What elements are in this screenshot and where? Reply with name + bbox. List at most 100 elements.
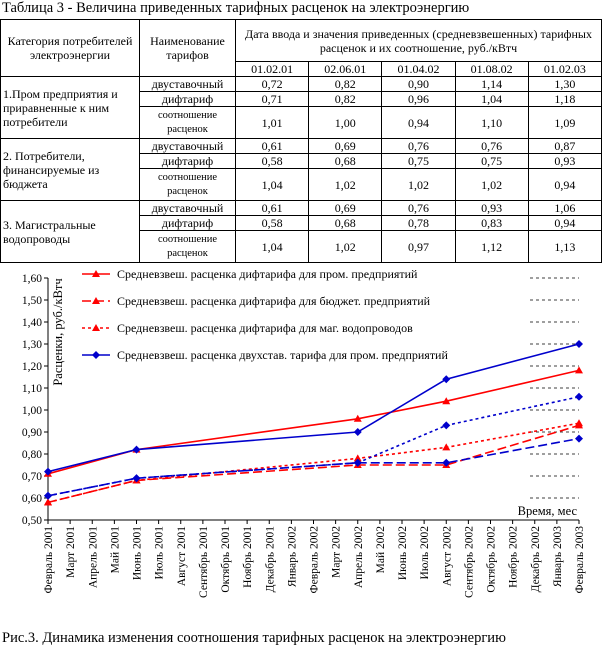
date-header: 02.06.01: [308, 61, 383, 77]
value-cell: 1,18: [527, 91, 603, 107]
x-tick-label: Сентябрь 2001: [198, 526, 210, 598]
series-line: [47, 343, 580, 473]
x-tick-label: Ноябрь 2001: [242, 526, 254, 588]
value-cell: 1,02: [308, 168, 383, 201]
value-cell: 0,61: [234, 138, 310, 154]
tariff-label: дифтариф: [139, 91, 236, 107]
x-tick-label: Февраль 2001: [43, 526, 55, 594]
value-cell: 1,30: [527, 76, 603, 92]
header-category: Категория потребителей электроэнергии: [0, 19, 140, 77]
x-tick-label: Май 2002: [375, 526, 387, 574]
data-point-marker: [44, 491, 52, 500]
tariff-label: двуставочный: [139, 138, 236, 154]
legend-label: Средневзвеш. расценка дифтарифа для пром…: [117, 267, 418, 281]
y-tick-label: 1,20: [22, 361, 42, 373]
data-point-marker: [353, 414, 362, 422]
data-point-marker: [575, 434, 583, 443]
value-cell: 0,82: [308, 91, 383, 107]
x-tick-label: Август 2002: [441, 526, 453, 586]
data-point-marker: [442, 458, 451, 467]
data-point-marker: [132, 445, 141, 454]
legend-label: Средневзвеш. расценка дифтарифа для бюдж…: [117, 294, 431, 308]
x-tick-label: Декабрь 2002: [530, 526, 542, 593]
data-point-marker: [353, 458, 362, 467]
x-tick-label: Июль 2001: [154, 526, 166, 580]
x-tick-label: Декабрь 2001: [264, 526, 276, 593]
x-tick-label: Апрель 2001: [87, 526, 99, 588]
tariff-label: соотношение расценок: [139, 106, 236, 139]
data-point-marker: [92, 351, 100, 359]
value-cell: 0,72: [234, 76, 310, 92]
figure-caption: Рис.3. Динамика изменения соотношения та…: [2, 630, 506, 646]
value-cell: 1,06: [527, 200, 603, 216]
tariff-label: двуставочный: [139, 200, 236, 216]
x-tick-label: Октябрь 2001: [220, 526, 232, 593]
value-cell: 1,02: [381, 168, 456, 201]
data-point-marker: [44, 498, 52, 506]
x-tick-label: Апрель 2002: [353, 526, 365, 588]
value-cell: 0,69: [308, 200, 383, 216]
y-tick-label: 0,80: [22, 449, 42, 461]
x-tick-label: Январь 2002: [286, 526, 298, 587]
y-axis-title: Расценки, руб./кВтч: [51, 278, 65, 385]
value-cell: 0,71: [234, 91, 310, 107]
value-cell: 1,14: [454, 76, 529, 92]
value-cell: 0,75: [454, 153, 529, 169]
value-cell: 1,10: [454, 106, 529, 139]
value-cell: 0,68: [308, 153, 383, 169]
data-point-marker: [575, 366, 583, 374]
data-point-marker: [92, 270, 100, 277]
data-point-marker: [442, 421, 451, 430]
value-cell: 0,97: [381, 230, 456, 263]
x-axis-title: Время, мес: [518, 504, 578, 518]
series-line: [47, 437, 580, 497]
category-cell: 3. Магистральные водопроводы: [0, 200, 140, 263]
data-point-marker: [575, 419, 583, 427]
date-header: 01.02.01: [234, 61, 310, 77]
table-title: Таблица 3 - Величина приведенных тарифны…: [2, 0, 470, 16]
x-tick-label: Июль 2002: [419, 526, 431, 580]
value-cell: 0,96: [381, 91, 456, 107]
category-cell: 2. Потребители, финансируемые из бюджета: [0, 138, 140, 201]
value-cell: 1,04: [234, 168, 310, 201]
value-cell: 0,90: [381, 76, 456, 92]
value-cell: 0,58: [234, 215, 310, 231]
value-cell: 0,69: [308, 138, 383, 154]
tariff-label: дифтариф: [139, 215, 236, 231]
value-cell: 0,75: [381, 153, 456, 169]
value-cell: 0,87: [527, 138, 603, 154]
value-cell: 0,61: [234, 200, 310, 216]
series-lines: [44, 340, 583, 506]
x-tick-label: Август 2001: [176, 526, 188, 586]
tariff-label: соотношение расценок: [139, 230, 236, 263]
category-cell: 1.Пром предприятия и приравненные к ним …: [0, 76, 140, 139]
x-tick-label: Июнь 2002: [397, 526, 409, 580]
data-point-marker: [442, 397, 451, 405]
data-point-marker: [132, 474, 141, 483]
x-tick-label: Январь 2003: [552, 526, 564, 587]
y-tick-label: 1,00: [22, 405, 42, 417]
value-cell: 0,78: [381, 215, 456, 231]
value-cell: 1,02: [308, 230, 383, 263]
data-point-marker: [92, 297, 100, 304]
y-tick-label: 0,90: [22, 427, 42, 439]
header-dates: Дата ввода и значения приведенных (средн…: [235, 19, 602, 62]
x-tick-label: Октябрь 2002: [486, 526, 498, 593]
tariff-label: соотношение расценок: [139, 168, 236, 201]
value-cell: 1,01: [234, 106, 310, 139]
x-tick-label: Июнь 2001: [132, 526, 144, 580]
data-point-marker: [44, 467, 52, 476]
y-tick-label: 0,50: [22, 515, 42, 527]
value-cell: 0,93: [527, 153, 603, 169]
tariff-dynamics-chart: Средневзвеш. расценка дифтарифа для пром…: [22, 267, 586, 598]
value-cell: 0,76: [381, 138, 456, 154]
grid-lines: [530, 277, 579, 499]
value-cell: 1,00: [308, 106, 383, 139]
value-cell: 1,04: [234, 230, 310, 263]
y-tick-label: 1,10: [22, 383, 42, 395]
value-cell: 1,12: [454, 230, 529, 263]
value-cell: 1,04: [454, 91, 529, 107]
series-line: [47, 396, 580, 497]
value-cell: 0,94: [381, 106, 456, 139]
data-point-marker: [92, 324, 100, 331]
